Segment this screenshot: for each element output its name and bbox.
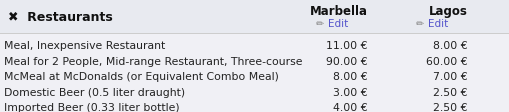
FancyBboxPatch shape (0, 0, 509, 33)
Text: McMeal at McDonalds (or Equivalent Combo Meal): McMeal at McDonalds (or Equivalent Combo… (4, 72, 278, 82)
Text: 4.00 €: 4.00 € (333, 103, 367, 112)
Text: Domestic Beer (0.5 liter draught): Domestic Beer (0.5 liter draught) (4, 87, 185, 98)
Text: 3.00 €: 3.00 € (333, 87, 367, 98)
Text: 2.50 €: 2.50 € (433, 87, 467, 98)
Text: 11.00 €: 11.00 € (326, 41, 367, 51)
Text: 60.00 €: 60.00 € (426, 56, 467, 67)
Text: 8.00 €: 8.00 € (333, 72, 367, 82)
Text: ✖  Restaurants: ✖ Restaurants (8, 11, 112, 24)
FancyBboxPatch shape (0, 0, 509, 33)
Text: ✏: ✏ (316, 19, 324, 29)
Text: 8.00 €: 8.00 € (433, 41, 467, 51)
Text: 7.00 €: 7.00 € (433, 72, 467, 82)
Text: 90.00 €: 90.00 € (326, 56, 367, 67)
Text: Lagos: Lagos (428, 4, 467, 17)
Text: ✏: ✏ (415, 19, 423, 29)
Text: Imported Beer (0.33 liter bottle): Imported Beer (0.33 liter bottle) (4, 103, 179, 112)
Text: Edit: Edit (327, 19, 348, 29)
Text: 2.50 €: 2.50 € (433, 103, 467, 112)
Text: Edit: Edit (427, 19, 447, 29)
Text: Meal, Inexpensive Restaurant: Meal, Inexpensive Restaurant (4, 41, 165, 51)
Text: Marbella: Marbella (309, 4, 367, 17)
Text: Meal for 2 People, Mid-range Restaurant, Three-course: Meal for 2 People, Mid-range Restaurant,… (4, 56, 302, 67)
